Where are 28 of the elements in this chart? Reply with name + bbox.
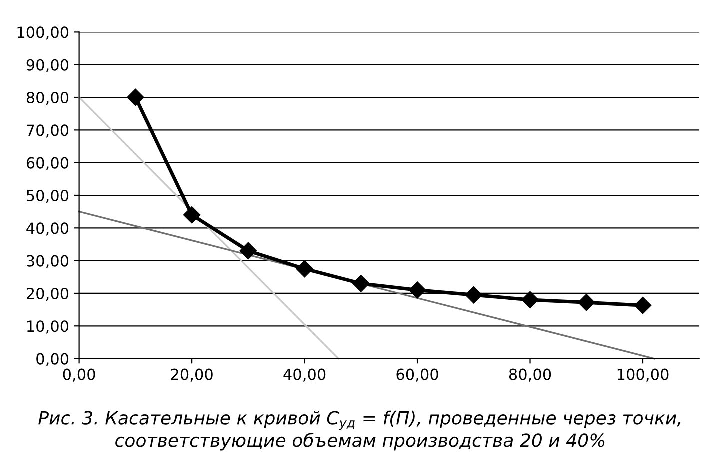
y-tick-label: 80,00 xyxy=(26,92,69,106)
point xyxy=(127,88,144,106)
point xyxy=(578,294,596,312)
y-tick-label: 20,00 xyxy=(26,288,69,302)
x-tick-label: 80,00 xyxy=(509,368,552,382)
point xyxy=(634,297,652,314)
y-tick-label: 10,00 xyxy=(28,320,69,334)
y-tick-label: 60,00 xyxy=(26,157,69,170)
y-tick-label: 0,00 xyxy=(36,353,69,366)
y-tick-label: 90,00 xyxy=(26,59,69,72)
point xyxy=(465,286,482,304)
y-tick-label: 70,00 xyxy=(27,124,69,138)
y-tick-label: 40,00 xyxy=(26,222,69,236)
point xyxy=(183,206,201,224)
point xyxy=(408,282,426,299)
x-tick-label: 60,00 xyxy=(396,368,438,382)
x-tick-label: 40,00 xyxy=(284,368,326,382)
text: Рис. 3. Касательные к кривой C$_{уд}$ = f(П), проведенные через точки, соответствующие объемам производства 20 и 40% xyxy=(38,410,681,451)
point xyxy=(240,242,257,260)
y-tick-label: 30,00 xyxy=(27,255,69,268)
y-tick-label: 50,00 xyxy=(27,190,69,204)
x-tick-label: 100,00 xyxy=(618,368,669,382)
point xyxy=(296,260,314,278)
point xyxy=(522,291,539,309)
x-tick-label: 0,00 xyxy=(63,368,96,382)
point xyxy=(352,275,370,292)
x-tick-label: 20,00 xyxy=(171,368,213,382)
y-tick-label: 100,00 xyxy=(18,26,69,40)
